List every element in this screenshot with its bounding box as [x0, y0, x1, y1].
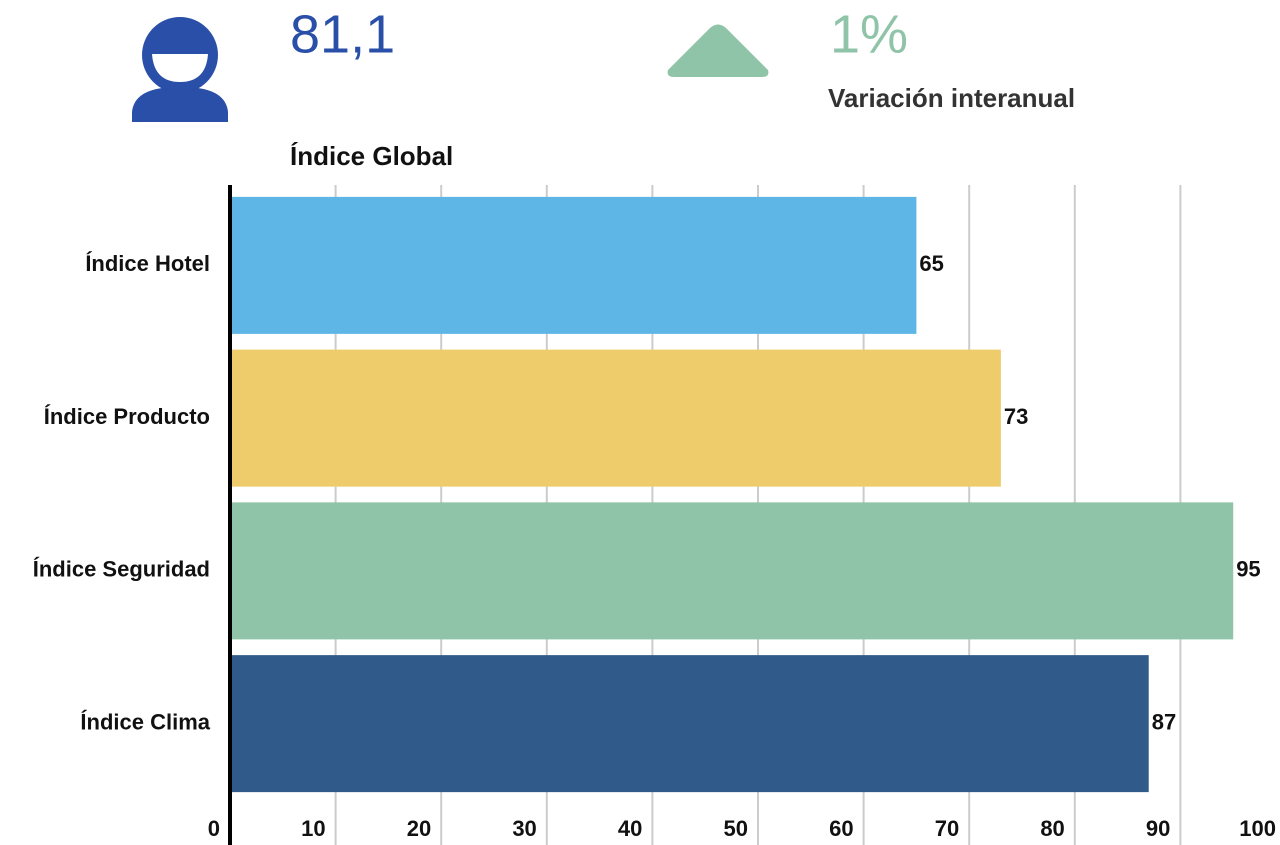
- value-label: 73: [1004, 404, 1028, 429]
- bar: [230, 655, 1149, 793]
- x-tick-label: 90: [1146, 816, 1170, 841]
- kpi-value: 1%: [830, 4, 908, 64]
- y-tick-label: Índice Clima: [80, 709, 210, 734]
- x-tick-label: 20: [407, 816, 431, 841]
- x-tick-label: 40: [618, 816, 642, 841]
- person-icon: [132, 17, 228, 122]
- value-label: 95: [1236, 557, 1260, 582]
- x-tick-label: 80: [1040, 816, 1064, 841]
- y-tick-label: Índice Producto: [44, 404, 210, 429]
- kpi-value: 81,1: [290, 4, 395, 64]
- x-tick-label: 60: [829, 816, 853, 841]
- y-tick-label: Índice Hotel: [85, 251, 210, 276]
- y-tick-label: Índice Seguridad: [33, 557, 210, 582]
- bar: [230, 349, 1001, 487]
- value-label: 87: [1152, 709, 1176, 734]
- x-tick-label: 10: [301, 816, 325, 841]
- up-triangle-icon: [667, 24, 769, 77]
- x-tick-label: 50: [724, 816, 748, 841]
- x-tick-label: 30: [512, 816, 536, 841]
- kpi-label: Índice Global: [290, 141, 453, 171]
- bar: [230, 196, 917, 334]
- bar-chart: 0 10 20 30 40 50 60 70 80 90 100 Índice Hotel 65 Índi…: [33, 185, 1276, 845]
- kpi-label: Variación interanual: [828, 83, 1075, 113]
- x-tick-label: 70: [935, 816, 959, 841]
- bar: [230, 502, 1234, 640]
- x-tick-label: 100: [1239, 816, 1276, 841]
- value-label: 65: [919, 251, 943, 276]
- x-tick-label: 0: [208, 816, 220, 841]
